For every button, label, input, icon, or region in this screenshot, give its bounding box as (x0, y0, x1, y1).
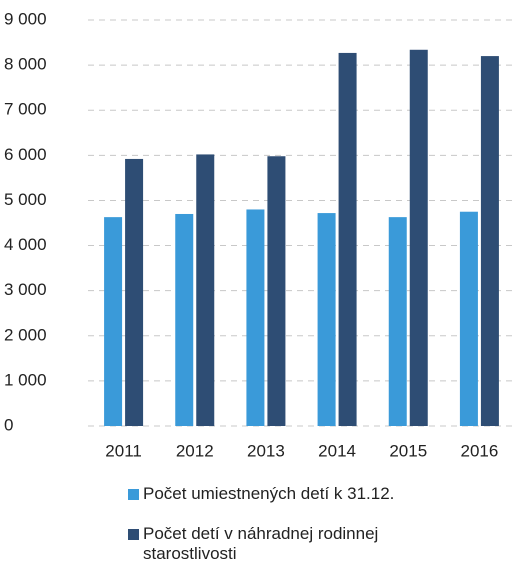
bar (459, 211, 478, 426)
bar (388, 217, 407, 426)
bar (125, 158, 144, 427)
bar (175, 213, 194, 426)
legend-entry: Počet detí v náhradnej rodinnej starostl… (128, 524, 458, 564)
y-tick-label: 1 000 (4, 370, 47, 389)
y-tick-label: 7 000 (4, 100, 47, 119)
x-tick-label: 2011 (105, 441, 142, 460)
bar (480, 56, 499, 426)
y-tick-label: 3 000 (4, 280, 47, 299)
legend-swatch (128, 489, 139, 500)
bar (409, 49, 428, 426)
y-tick-label: 0 (4, 415, 13, 434)
y-tick-label: 9 000 (4, 9, 47, 28)
x-tick-label: 2013 (247, 441, 285, 460)
legend-label: Počet umiestnených detí k 31.12. (143, 484, 395, 503)
y-tick-label: 2 000 (4, 325, 47, 344)
bar (246, 209, 265, 426)
y-tick-label: 6 000 (4, 145, 47, 164)
chart: 0 1 000 2 000 3 000 4 000 5 000 6 000 7 000 8 00… (4, 9, 515, 460)
x-tick-label: 2016 (461, 441, 499, 460)
bar (267, 156, 286, 427)
bar (338, 52, 357, 426)
legend-swatch (128, 529, 139, 540)
x-tick-label: 2014 (318, 441, 356, 460)
legend-entry: Počet umiestnených detí k 31.12. (128, 484, 458, 504)
y-tick-label: 5 000 (4, 190, 47, 209)
bar (104, 217, 123, 426)
x-tick-label: 2015 (389, 441, 427, 460)
bar (196, 154, 215, 427)
x-tick-label: 2012 (176, 441, 214, 460)
y-tick-label: 8 000 (4, 55, 47, 74)
bar (317, 213, 336, 426)
legend: Počet umiestnených detí k 31.12. Počet de… (128, 484, 458, 584)
legend-label: Počet detí v náhradnej rodinnej starostl… (143, 524, 379, 563)
y-tick-label: 4 000 (4, 235, 47, 254)
